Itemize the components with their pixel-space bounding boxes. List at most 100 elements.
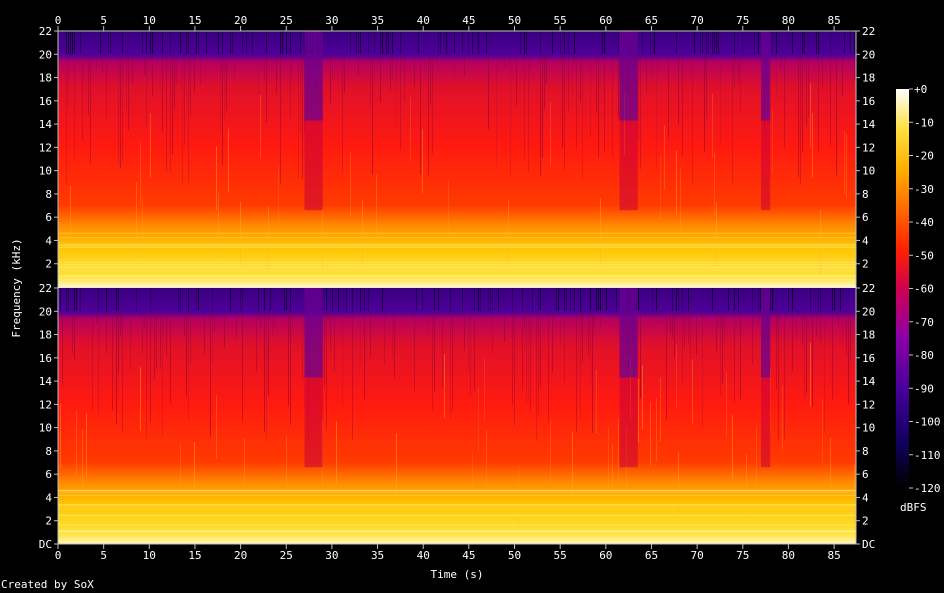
spectral-stripe bbox=[112, 311, 113, 411]
spectral-stripe bbox=[600, 288, 601, 312]
y-tick-label-left: 20 bbox=[39, 305, 52, 318]
spectral-stripe bbox=[444, 354, 445, 419]
spectral-stripe bbox=[718, 311, 719, 329]
spectral-stripe bbox=[552, 31, 553, 55]
spectral-stripe bbox=[530, 54, 531, 70]
spectral-stripe bbox=[604, 31, 605, 55]
spectral-stripe bbox=[850, 311, 851, 360]
spectral-stripe bbox=[484, 358, 485, 423]
spectral-stripe bbox=[392, 31, 393, 55]
spectral-stripe bbox=[688, 311, 689, 346]
y-tick-label-left: 2 bbox=[45, 258, 52, 271]
x-tick-label-top: 5 bbox=[100, 14, 107, 27]
spectral-stripe bbox=[146, 311, 147, 439]
colorbar-label: dBFS bbox=[900, 501, 927, 514]
spectral-stripe bbox=[650, 401, 651, 466]
colorbar-ticks: +0 -10 -20 -30 -40 -50 -60 -70 -80 -90 -100 -110 -12… bbox=[909, 83, 941, 495]
spectral-stripe bbox=[504, 311, 505, 342]
spectral-stripe bbox=[472, 31, 473, 55]
spectral-stripe bbox=[478, 288, 479, 312]
y-tick-label-right: 22 bbox=[862, 282, 875, 295]
spectral-stripe bbox=[276, 54, 277, 93]
spectral-stripe bbox=[734, 31, 735, 55]
spectral-stripe bbox=[188, 288, 189, 312]
spectral-stripe bbox=[386, 31, 387, 55]
spectral-stripe bbox=[242, 311, 243, 422]
spectral-stripe bbox=[186, 54, 187, 65]
spectral-stripe bbox=[358, 54, 359, 76]
spectral-stripe bbox=[540, 54, 541, 176]
spectral-stripe bbox=[224, 311, 225, 349]
spectral-stripe bbox=[714, 31, 715, 55]
channel-2-spectrum bbox=[58, 288, 856, 544]
spectral-stripe bbox=[782, 386, 783, 451]
spectral-stripe bbox=[326, 311, 327, 430]
spectral-stripe bbox=[496, 54, 497, 166]
x-tick-label-top: 65 bbox=[645, 14, 658, 27]
spectral-stripe bbox=[532, 288, 533, 312]
y-tick-label-right: 20 bbox=[862, 48, 875, 61]
y-tick-label-left: 12 bbox=[39, 141, 52, 154]
colorbar-tick-label: -100 bbox=[914, 416, 941, 429]
y-tick-label-right: 6 bbox=[862, 468, 869, 481]
spectral-stripe bbox=[804, 311, 805, 401]
spectral-stripe bbox=[98, 288, 99, 312]
spectral-stripe bbox=[696, 311, 697, 355]
spectral-stripe bbox=[792, 31, 793, 55]
spectral-stripe bbox=[380, 54, 381, 102]
spectral-stripe bbox=[144, 311, 145, 329]
spectral-stripe bbox=[806, 54, 807, 127]
x-tick-label-top: 75 bbox=[736, 14, 749, 27]
spectral-stripe bbox=[508, 199, 509, 264]
spectral-stripe bbox=[772, 288, 773, 312]
spectral-stripe bbox=[256, 311, 257, 372]
y-tick-label-right: 10 bbox=[862, 422, 875, 435]
y-tick-label-right: 14 bbox=[862, 375, 876, 388]
harmonic-band bbox=[58, 531, 856, 533]
y-tick-label-left: 18 bbox=[39, 72, 52, 85]
spectral-stripe bbox=[162, 311, 163, 437]
x-tick-label-bottom: 10 bbox=[143, 549, 156, 562]
spectral-stripe bbox=[724, 311, 725, 345]
spectral-stripe bbox=[196, 288, 197, 312]
spectral-stripe bbox=[802, 54, 803, 153]
spectral-stripe bbox=[708, 31, 709, 55]
spectral-stripe bbox=[618, 54, 619, 119]
spectral-stripe bbox=[122, 311, 123, 434]
spectral-stripe bbox=[544, 54, 545, 110]
spectral-stripe bbox=[528, 311, 529, 403]
spectral-stripe bbox=[266, 31, 267, 55]
spectral-stripe bbox=[228, 128, 229, 193]
y-tick-label-right: 16 bbox=[862, 352, 875, 365]
low-energy-region bbox=[761, 377, 771, 468]
spectral-stripe bbox=[264, 311, 265, 432]
low-energy-region bbox=[619, 31, 638, 121]
spectral-stripe bbox=[150, 113, 151, 178]
spectral-stripe bbox=[726, 372, 727, 437]
footer-credit: Created by SoX bbox=[1, 578, 94, 591]
spectral-stripe bbox=[174, 54, 175, 109]
spectral-stripe bbox=[420, 54, 421, 175]
spectral-stripe bbox=[298, 54, 299, 180]
spectral-stripe bbox=[342, 54, 343, 173]
spectral-stripe bbox=[758, 311, 759, 326]
spectral-stripe bbox=[390, 54, 391, 91]
spectral-stripe bbox=[616, 288, 617, 312]
spectral-stripe bbox=[86, 413, 87, 478]
spectral-stripe bbox=[672, 288, 673, 312]
spectral-stripe bbox=[260, 94, 261, 159]
spectral-stripe bbox=[732, 414, 733, 479]
spectral-stripe bbox=[602, 31, 603, 55]
spectral-stripe bbox=[738, 54, 739, 83]
spectral-stripe bbox=[682, 311, 683, 384]
spectral-stripe bbox=[290, 54, 291, 120]
spectral-stripe bbox=[82, 429, 83, 494]
spectral-stripe bbox=[116, 311, 117, 425]
spectral-stripe bbox=[818, 31, 819, 55]
spectral-stripe bbox=[538, 311, 539, 417]
spectral-stripe bbox=[846, 311, 847, 357]
spectral-stripe bbox=[642, 365, 643, 430]
spectral-stripe bbox=[746, 454, 747, 519]
harmonic-band bbox=[58, 524, 856, 526]
